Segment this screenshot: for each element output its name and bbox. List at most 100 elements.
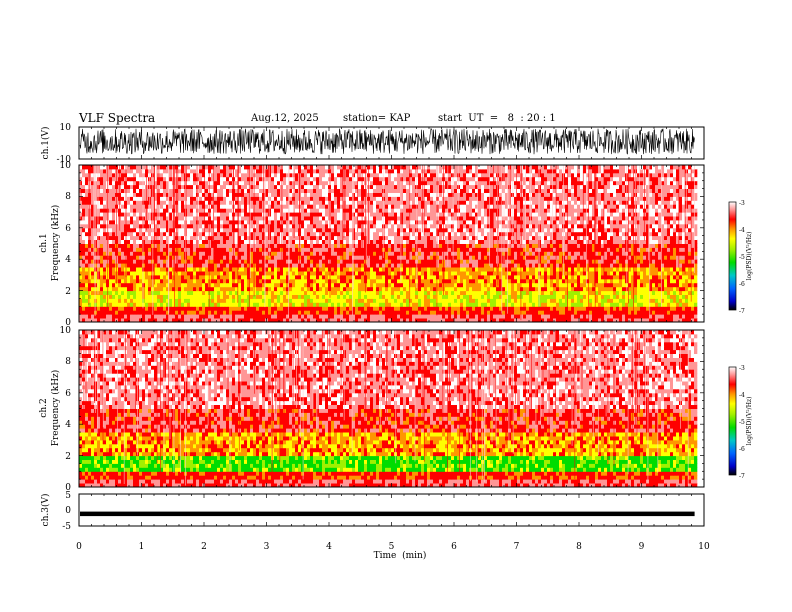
spectrogram-cell	[694, 259, 698, 264]
spectrogram-cell	[631, 298, 635, 303]
spectrogram-cell	[115, 286, 119, 292]
spectrogram-cell	[664, 267, 668, 272]
spectrogram-cell	[448, 267, 452, 272]
spectrogram-cell	[652, 298, 656, 303]
spectrogram-cell	[433, 247, 437, 252]
spectrogram-cell	[487, 271, 491, 276]
spectrogram-cell	[652, 243, 656, 248]
spectrogram-cell	[505, 271, 509, 276]
spectrogram-cell	[451, 314, 455, 319]
spectrogram-cell	[334, 235, 338, 240]
spectrogram-cell	[490, 231, 494, 237]
spectrogram-cell	[526, 290, 530, 295]
spectrogram-cell	[265, 314, 269, 319]
spectrogram-cell	[382, 286, 386, 292]
spectrogram-cell	[634, 302, 638, 307]
spectrogram-cell	[130, 267, 134, 272]
spectrogram-cell	[298, 274, 302, 280]
spectrogram-cell	[319, 286, 323, 292]
spectrogram-cell	[124, 278, 128, 284]
spectrogram-cell	[409, 302, 413, 307]
spectrogram-cell	[379, 243, 383, 248]
spectrogram-cell	[199, 298, 203, 303]
spectrogram-cell	[670, 274, 674, 280]
spectrogram-cell	[685, 294, 689, 299]
spectrogram-cell	[490, 302, 494, 307]
spectrogram-cell	[121, 259, 125, 264]
spectrogram-cell	[667, 271, 671, 276]
spectrogram-cell	[601, 227, 605, 233]
spectrogram-cell	[538, 243, 542, 248]
spectrogram-cell	[379, 294, 383, 299]
spectrogram-cell	[430, 239, 434, 244]
spectrogram-cell	[310, 231, 314, 237]
spectrogram-cell	[478, 310, 482, 315]
spectrogram-cell	[238, 274, 242, 280]
spectrogram-cell	[250, 247, 254, 252]
spectrogram-cell	[580, 231, 584, 237]
spectrogram-cell	[244, 274, 248, 280]
spectrogram-cell	[214, 243, 218, 248]
spectrogram-cell	[235, 318, 239, 323]
spectrogram-cell	[82, 239, 86, 244]
spectrogram-cell	[670, 282, 674, 288]
spectrogram-cell	[436, 259, 440, 264]
spectrogram-cell	[361, 286, 365, 292]
spectrogram-cell	[169, 227, 173, 233]
spectrogram-cell	[682, 271, 686, 276]
spectrogram-cell	[262, 294, 266, 299]
spectrogram-cell	[610, 282, 614, 288]
spectrogram-cell	[229, 271, 233, 276]
spectrogram-cell	[475, 259, 479, 264]
spectrogram-cell	[82, 231, 86, 237]
spectrogram-cell	[370, 298, 374, 303]
spectrogram-cell	[376, 227, 380, 233]
spectrogram-cell	[484, 263, 488, 268]
spectrogram-cell	[178, 274, 182, 280]
spectrogram-cell	[178, 302, 182, 307]
spectrogram-cell	[79, 274, 83, 280]
spectrogram-cell	[676, 247, 680, 252]
spectrogram-cell	[688, 294, 692, 299]
spectrogram-cell	[505, 243, 509, 248]
spectrogram-cell	[556, 278, 560, 284]
spectrogram-cell	[526, 267, 530, 272]
spectrogram-cell	[646, 235, 650, 240]
spectrogram-cell	[664, 306, 668, 311]
spectrogram-cell	[328, 298, 332, 303]
spectrogram-cell	[568, 271, 572, 276]
spectrogram-cell	[403, 294, 407, 299]
spectrogram-cell	[418, 278, 422, 284]
spectrogram-cell	[142, 278, 146, 284]
spectrogram-cell	[355, 255, 359, 260]
spectrogram-cell	[421, 274, 425, 280]
spectrogram-cell	[436, 267, 440, 272]
spectrogram-cell	[529, 235, 533, 240]
spectrogram-cell	[631, 263, 635, 268]
spectrogram-cell	[508, 263, 512, 268]
spectrogram-cell	[520, 274, 524, 280]
spectrogram-cell	[487, 267, 491, 272]
spectrogram-cell	[226, 286, 230, 292]
spectrogram-cell	[463, 290, 467, 295]
spectrogram-cell	[586, 271, 590, 276]
spectrogram-cell	[247, 290, 251, 295]
spectrogram-cell	[190, 263, 194, 268]
spectrogram-cell	[169, 255, 173, 260]
spectrogram-cell	[469, 278, 473, 284]
spectrogram-cell	[688, 306, 692, 311]
spectrogram-cell	[346, 310, 350, 315]
spectrogram-cell	[550, 282, 554, 288]
spectrogram-cell	[688, 274, 692, 280]
spectrogram-cell	[214, 239, 218, 244]
spectrogram-cell	[421, 259, 425, 264]
spectrogram-cell	[493, 294, 497, 299]
spectrogram-cell	[484, 251, 488, 256]
spectrogram-cell	[481, 251, 485, 256]
spectrogram-cell	[568, 231, 572, 237]
spectrogram-cell	[667, 263, 671, 268]
spectrogram-cell	[439, 271, 443, 276]
spectrogram-cell	[601, 239, 605, 244]
spectrogram-cell	[445, 251, 449, 256]
spectrogram-cell	[241, 235, 245, 240]
